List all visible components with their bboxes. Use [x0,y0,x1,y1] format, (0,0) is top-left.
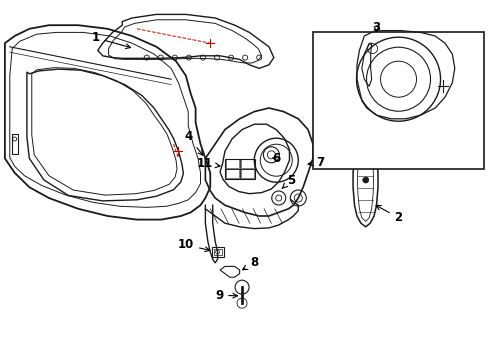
Bar [225,169,239,178]
Bar [241,169,253,178]
Text: 3: 3 [372,21,380,33]
Bar [225,159,239,168]
Text: 10: 10 [177,238,209,252]
Text: 1: 1 [91,31,130,49]
Text: 5: 5 [282,174,294,189]
Circle shape [362,177,368,183]
Bar [241,159,253,168]
Text: 8: 8 [242,256,258,270]
Bar [224,159,254,179]
Bar [213,249,221,255]
Bar [211,247,223,257]
Bar [12,134,18,154]
Text: 9: 9 [215,289,237,302]
Bar [312,32,483,169]
Text: 6: 6 [272,152,280,165]
Text: 11: 11 [196,157,220,170]
Text: 4: 4 [184,130,203,155]
Text: 2: 2 [375,205,402,224]
Text: 7: 7 [307,156,324,168]
